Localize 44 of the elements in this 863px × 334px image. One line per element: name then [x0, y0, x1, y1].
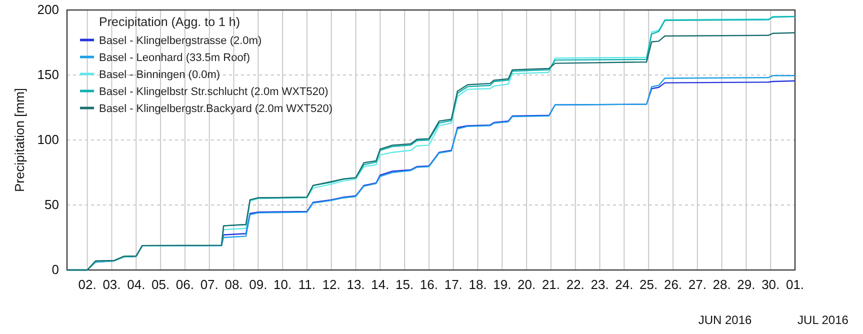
- y-tick-label: 0: [52, 262, 59, 278]
- x-tick-label: 20.: [518, 277, 536, 292]
- y-tick-label: 150: [37, 67, 59, 82]
- x-tick-label: 27.: [688, 277, 706, 292]
- x-tick-label: 05.: [152, 277, 170, 292]
- x-tick-label: 11.: [298, 277, 316, 292]
- x-tick-label: 18.: [468, 277, 487, 292]
- x-tick-label: 29.: [737, 277, 756, 292]
- x-tick-label: 16.: [420, 277, 438, 292]
- x-tick-label: 10.: [274, 277, 292, 292]
- legend-label: Basel - Klingelbergstr.Backyard (2.0m WXT520): [99, 103, 333, 115]
- legend-label: Basel - Binningen (0.0m): [99, 69, 220, 81]
- x-tick-label: 22.: [566, 277, 584, 292]
- y-tick-label: 200: [37, 2, 59, 18]
- x-tick-label: 24.: [615, 277, 634, 292]
- x-tick-label: 13.: [346, 277, 365, 292]
- x-tick-label: 06.: [176, 277, 194, 292]
- x-tick-label: 21.: [542, 277, 560, 292]
- y-tick-label: 50: [44, 197, 59, 212]
- legend-label: Basel - Leonhard (33.5m Roof): [99, 52, 250, 64]
- text: JUN 2016: [698, 313, 752, 327]
- x-tick-label: 23.: [590, 277, 609, 292]
- x-tick-label: 30.: [762, 277, 780, 292]
- x-tick-label: 25.: [640, 277, 658, 292]
- x-tick-label: 17.: [444, 277, 462, 292]
- legend-label: Basel - Klingelbergstrasse (2.0m): [99, 35, 262, 47]
- legend-title: Precipitation (Agg. to 1 h): [99, 15, 240, 29]
- x-tick-label: 19.: [493, 277, 512, 292]
- x-tick-label: 03.: [102, 277, 121, 292]
- legend-label: Basel - Klingelbstr Str.schlucht (2.0m WXT520): [99, 86, 328, 98]
- x-tick-label: 04.: [127, 277, 146, 292]
- x-tick-label: 02.: [78, 277, 96, 292]
- x-tick-label: 28.: [712, 277, 731, 292]
- y-axis-title: Precipitation [mm]: [12, 88, 27, 192]
- x-tick-label: 09.: [249, 277, 268, 292]
- text: JUL 2016: [798, 313, 849, 327]
- x-tick-label: 12.: [322, 277, 340, 292]
- x-tick-label: 26.: [664, 277, 682, 292]
- y-tick-label: 100: [37, 132, 59, 148]
- x-tick-label: 01.: [786, 277, 804, 292]
- x-tick-label: 08.: [224, 277, 243, 292]
- x-tick-label: 07.: [200, 277, 218, 292]
- x-tick-label: 14.: [371, 277, 390, 292]
- x-tick-label: 15.: [396, 277, 414, 292]
